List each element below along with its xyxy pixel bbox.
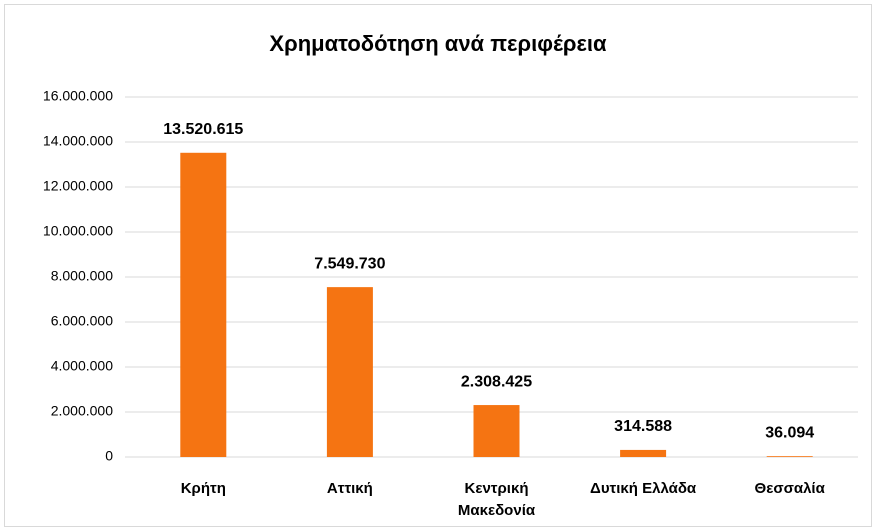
bar (766, 456, 813, 457)
y-tick-label: 10.000.000 (43, 223, 113, 239)
chart-title: Χρηματοδότηση ανά περιφέρεια (269, 31, 607, 56)
value-label: 36.094 (765, 424, 814, 441)
y-tick-label: 2.000.000 (51, 403, 113, 419)
x-tick-label: Κρήτη (180, 480, 226, 497)
bar (326, 287, 373, 457)
value-label: 7.549.730 (314, 255, 385, 272)
y-tick-label: 14.000.000 (43, 133, 113, 149)
value-label: 13.520.615 (163, 121, 243, 138)
y-tick-label: 8.000.000 (51, 268, 113, 284)
bar (620, 449, 667, 457)
bar (180, 152, 227, 457)
y-tick-label: 16.000.000 (43, 88, 113, 104)
y-tick-label: 0 (105, 448, 113, 464)
x-tick-label: Κεντρική Μακεδονία (457, 480, 536, 519)
y-tick-label: 4.000.000 (51, 358, 113, 374)
value-label: 314.588 (614, 418, 672, 435)
y-tick-label: 6.000.000 (51, 313, 113, 329)
x-tick-label: Δυτική Ελλάδα (590, 480, 697, 497)
x-tick-label: Αττική (326, 480, 373, 497)
x-tick-label: Θεσσαλία (754, 480, 825, 497)
bar (473, 405, 520, 457)
chart-frame (4, 4, 872, 527)
y-tick-label: 12.000.000 (43, 178, 113, 194)
value-label: 2.308.425 (461, 373, 532, 390)
